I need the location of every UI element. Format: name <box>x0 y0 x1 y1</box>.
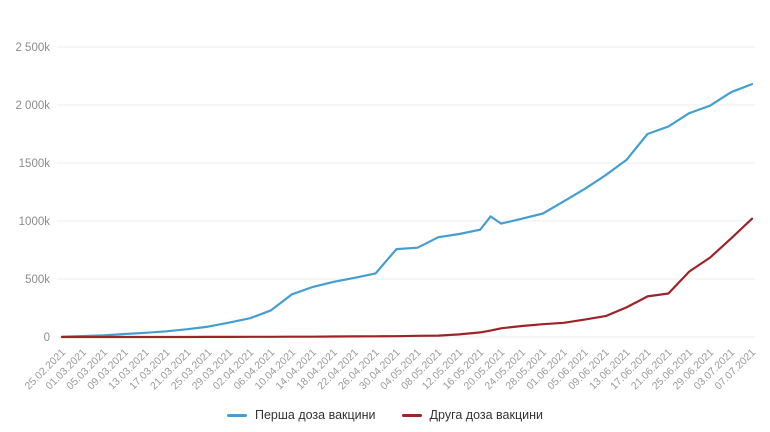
y-axis-labels: 0 500k 1000k 1500k 2 000k 2 500k <box>15 42 50 344</box>
y-tick-label: 500k <box>25 274 50 286</box>
legend-label: Друга доза вакцини <box>429 408 543 422</box>
chart-legend: Перша доза вакцини Друга доза вакцини <box>0 400 770 430</box>
gridlines <box>57 46 755 338</box>
legend-item-second-dose[interactable]: Друга доза вакцини <box>401 408 543 422</box>
x-axis-labels: 25.02.202101.03.202105.03.202109.03.2021… <box>22 347 758 393</box>
y-tick-label: 1500k <box>19 158 51 170</box>
series-line-second-dose <box>60 217 754 339</box>
y-tick-label: 2 500k <box>15 42 50 54</box>
legend-item-first-dose[interactable]: Перша доза вакцини <box>226 408 376 422</box>
series-lines <box>60 82 754 339</box>
legend-label: Перша доза вакцини <box>254 408 376 422</box>
series-line-first-dose <box>60 82 754 338</box>
vaccination-chart: 0 500k 1000k 1500k 2 000k 2 500k 25.02.202101… <box>15 42 758 393</box>
legend-swatch-first-dose <box>226 413 247 417</box>
y-tick-label: 0 <box>44 332 50 344</box>
legend-swatch-second-dose <box>401 413 422 417</box>
y-tick-label: 1000k <box>19 216 51 228</box>
y-tick-label: 2 000k <box>15 100 50 112</box>
